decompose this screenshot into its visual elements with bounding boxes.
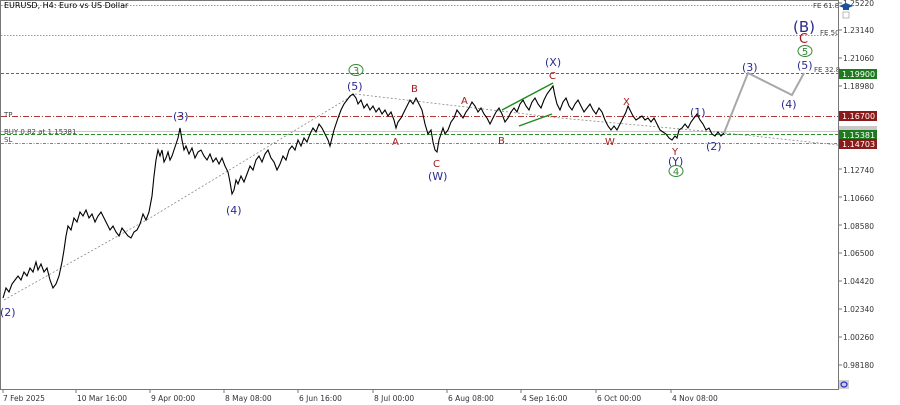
y-tick: 1.18980 [843,82,874,91]
wave-label-p3: (3) [742,61,758,74]
sl-label: SL [4,136,12,144]
y-tick: 1.04420 [843,277,874,286]
zoom-reset-icon[interactable] [839,380,849,389]
wave-label-p1: (1) [690,106,706,119]
wave-label-4: (4) [226,204,242,217]
y-tick: 1.10660 [843,194,874,203]
wave-label-5: (5) [347,80,363,93]
x-tick: 4 Sep 16:00 [522,394,568,403]
wave-label-bigB: (B) [793,18,815,36]
x-tick: 8 May 08:00 [225,394,272,403]
fe50-label: FE 50 [820,29,840,37]
circled-wave-5: 5 [797,45,813,58]
circled-wave-4: 4 [668,165,684,178]
svg-text:4: 4 [673,167,679,178]
chart-title: EURUSD, H4: Euro vs US Dollar [4,1,129,10]
tp-label: TP [3,111,13,119]
svg-text:1.15381: 1.15381 [842,131,875,140]
fe618-label: FE 61.8 [813,2,839,10]
y-tick: 1.02340 [843,305,874,314]
svg-text:1.16700: 1.16700 [842,112,875,121]
price-box-tp: 1.16700 [839,111,877,121]
price-box-buy: 1.15381 [839,130,877,140]
price-box-sl: 1.14703 [839,139,877,149]
wave-label-p2: (2) [706,140,722,153]
fe328-label: FE 32.8 [814,66,840,74]
svg-text:5: 5 [802,47,808,58]
y-tick: 0.98180 [843,361,874,370]
circled-wave-3: 3 [348,64,364,77]
chart-shift-icon[interactable] [842,11,850,19]
x-tick: 9 Apr 00:00 [151,394,195,403]
price-line [2,84,725,299]
wave-label-w: W [605,137,615,148]
wave-label-Y: (Y) [668,155,683,168]
wave-label-A1: A [392,137,399,148]
y-tick: 1.23140 [843,26,874,35]
wedge-upper-line [501,82,554,111]
y-tick: 1.25220 [843,0,874,8]
x-tick: 7 Feb 2025 [3,394,45,403]
wave-label-y: Y [671,147,679,158]
trend-line-downward [354,93,839,146]
y-axis[interactable]: 1.25220 1.23140 1.21060 1.18980 1.12740 … [838,0,874,370]
x-tick: 6 Aug 08:00 [448,394,494,403]
plot-area [0,0,839,390]
wave-label-W: (W) [428,170,447,183]
wave-label-p4: (4) [781,98,797,111]
wave-label-B2: B [498,136,505,147]
y-tick: 1.00260 [843,333,874,342]
buy-label: BUY 0.82 at 1.15381 [4,128,76,136]
wave-label-x: X [623,97,630,108]
wave-label-2: (2) [0,306,16,319]
y-tick: 1.08580 [843,222,874,231]
projection-path [723,71,805,134]
wave-label-B1: B [411,84,418,95]
x-tick: 8 Jul 00:00 [374,394,414,403]
wave-label-C2: C [549,71,556,82]
y-tick: 1.06500 [843,249,874,258]
svg-text:1.19900: 1.19900 [842,70,875,79]
price-box-buy-hidden [839,126,877,131]
x-tick: 6 Oct 00:00 [597,394,641,403]
wave-label-bigC: C [799,32,808,47]
wave-label-3: (3) [173,110,189,123]
svg-text:1.14703: 1.14703 [842,140,875,149]
wave-label-A2: A [461,96,468,107]
graduation-cap-icon[interactable] [839,3,853,10]
wave-label-C1: C [433,159,440,170]
x-tick: 4 Nov 08:00 [672,394,718,403]
x-tick: 6 Jun 16:00 [299,394,342,403]
y-tick: 1.12740 [843,166,874,175]
x-axis[interactable]: 7 Feb 2025 10 Mar 16:00 9 Apr 00:00 8 Ma… [2,390,718,403]
wave-label-p5: (5) [797,59,813,72]
svg-text:3: 3 [353,66,359,77]
wedge-lower-line [518,113,553,127]
price-box-fe328: 1.19900 [839,69,877,79]
wave-label-X: (X) [545,56,561,69]
y-tick: 1.21060 [843,54,874,63]
x-tick: 10 Mar 16:00 [77,394,127,403]
